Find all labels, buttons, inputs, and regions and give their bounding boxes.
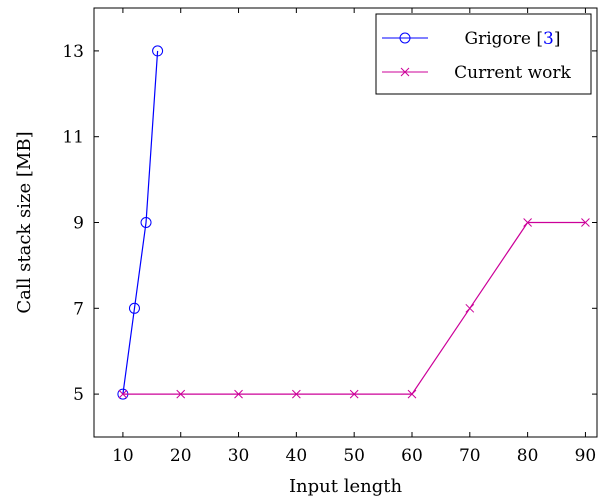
- point-current-work-1: [176, 389, 186, 399]
- x-tick-label-70: 70: [459, 446, 481, 466]
- point-current-work-6: [465, 303, 475, 313]
- x-tick-label-30: 30: [228, 446, 250, 466]
- y-axis-ticks: 5 7 9 11 13: [62, 42, 597, 405]
- point-grigore-1: [128, 302, 140, 314]
- x-tick-label-20: 20: [170, 446, 192, 466]
- series-grigore: [117, 45, 164, 400]
- series-current-work: [118, 218, 590, 399]
- point-current-work-3: [292, 389, 301, 399]
- y-axis-label: Call stack size [MB]: [14, 131, 35, 313]
- point-current-work-0: [118, 389, 128, 399]
- point-grigore-3: [152, 45, 164, 57]
- point-grigore-2: [140, 217, 152, 228]
- x-tick-label-40: 40: [286, 446, 308, 466]
- x-tick-label-90: 90: [575, 446, 597, 466]
- x-axis-label: Input length: [289, 476, 403, 497]
- y-tick-label-11: 11: [62, 128, 84, 148]
- series-line-current-work: [122, 221, 586, 395]
- point-current-work-8: [581, 218, 590, 227]
- y-tick-label-7: 7: [73, 299, 84, 319]
- legend: Grigore [3] Current work: [375, 13, 592, 95]
- legend-label-grigore-ref[interactable]: 3: [543, 29, 554, 49]
- x-axis-ticks: 10 20 30 40 50 60 70 80 90: [112, 8, 596, 466]
- legend-label-grigore-text: Grigore [: [465, 29, 543, 49]
- x-tick-label-50: 50: [343, 446, 365, 466]
- point-current-work-7: [523, 218, 532, 227]
- point-current-work-4: [349, 389, 359, 399]
- legend-box: [375, 13, 592, 95]
- y-tick-label-9: 9: [73, 214, 84, 234]
- point-current-work-5: [407, 389, 417, 399]
- y-tick-label-5: 5: [73, 385, 84, 405]
- x-tick-label-10: 10: [112, 446, 134, 466]
- legend-marker-grigore: [399, 32, 411, 44]
- x-tick-label-80: 80: [517, 446, 539, 466]
- x-tick-label-60: 60: [401, 446, 423, 466]
- legend-marker-current-work: [400, 67, 410, 77]
- y-tick-label-13: 13: [62, 42, 84, 62]
- legend-label-grigore-suffix: ]: [554, 29, 561, 49]
- point-current-work-2: [234, 389, 243, 399]
- legend-label-current-work: Current work: [454, 63, 571, 83]
- series-line-grigore: [122, 50, 159, 395]
- legend-label-grigore: Grigore [3]: [465, 29, 561, 49]
- plot-marks: [117, 45, 590, 400]
